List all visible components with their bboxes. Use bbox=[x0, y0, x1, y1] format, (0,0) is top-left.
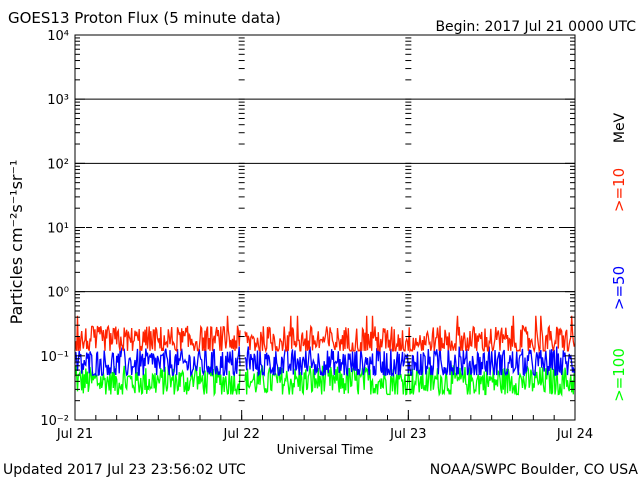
x-tick-label: Jul 22 bbox=[222, 427, 259, 442]
legend-unit-label: MeV bbox=[612, 112, 628, 143]
x-tick-label: Jul 23 bbox=[389, 427, 426, 442]
day-tick-marks bbox=[238, 37, 412, 421]
threshold-lines bbox=[75, 98, 575, 293]
legend-entry: >=50 bbox=[610, 266, 628, 310]
y-axis: 10⁻² 10⁻¹ 10⁰ 10¹ 10² 10³ 10⁴ bbox=[40, 29, 575, 429]
legend-entry: >=10 bbox=[610, 168, 628, 212]
y-tick-label: 10¹ bbox=[47, 222, 69, 237]
y-axis-label: Particles cm⁻²s⁻¹sr⁻¹ bbox=[7, 160, 26, 325]
x-axis: Jul 21 Jul 22 Jul 23 Jul 24 bbox=[56, 410, 593, 442]
x-axis-label: Universal Time bbox=[277, 443, 374, 458]
series-line bbox=[74, 344, 576, 378]
data-series bbox=[74, 315, 576, 397]
y-tick-label: 10³ bbox=[47, 93, 69, 108]
updated-label: Updated 2017 Jul 23 23:56:02 UTC bbox=[3, 462, 246, 478]
legend-entry: >=100 bbox=[610, 348, 628, 402]
legend: >=10 >=50 >=100 bbox=[610, 168, 628, 402]
y-tick-label: 10⁻² bbox=[40, 414, 69, 429]
x-tick-label: Jul 21 bbox=[56, 427, 93, 442]
y-tick-label: 10⁴ bbox=[47, 29, 69, 44]
y-tick-label: 10⁻¹ bbox=[40, 350, 69, 365]
series-line bbox=[74, 364, 576, 397]
y-tick-label: 10² bbox=[47, 157, 69, 172]
begin-label: Begin: 2017 Jul 21 0000 UTC bbox=[435, 19, 636, 35]
x-tick-label: Jul 24 bbox=[556, 427, 593, 442]
source-label: NOAA/SWPC Boulder, CO USA bbox=[430, 462, 639, 478]
y-tick-label: 10⁰ bbox=[47, 286, 69, 301]
series-line bbox=[74, 315, 576, 354]
chart-title: GOES13 Proton Flux (5 minute data) bbox=[8, 9, 281, 27]
